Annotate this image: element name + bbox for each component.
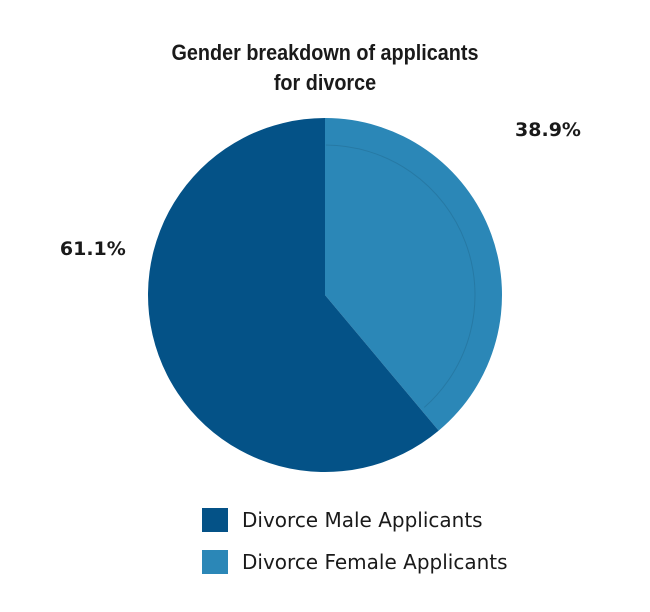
pie-label-male: 61.1% [60, 238, 126, 260]
pie-slice-female [325, 118, 502, 431]
chart-title: Gender breakdown of applicants for divor… [33, 38, 618, 98]
pie-label-female: 38.9% [515, 119, 581, 141]
chart-legend: Divorce Male Applicants Divorce Female A… [202, 499, 508, 583]
chart-title-line-2: for divorce [273, 70, 377, 95]
legend-item-female: Divorce Female Applicants [202, 541, 508, 583]
pie-slice-male [147, 118, 439, 472]
legend-swatch-male [202, 508, 228, 532]
pie-slice-bevel [325, 144, 476, 408]
legend-label-male: Divorce Male Applicants [242, 508, 483, 532]
legend-item-male: Divorce Male Applicants [202, 499, 508, 541]
chart-title-line-1: Gender breakdown of applicants [171, 40, 479, 65]
legend-swatch-female [202, 550, 228, 574]
legend-label-female: Divorce Female Applicants [242, 550, 508, 574]
